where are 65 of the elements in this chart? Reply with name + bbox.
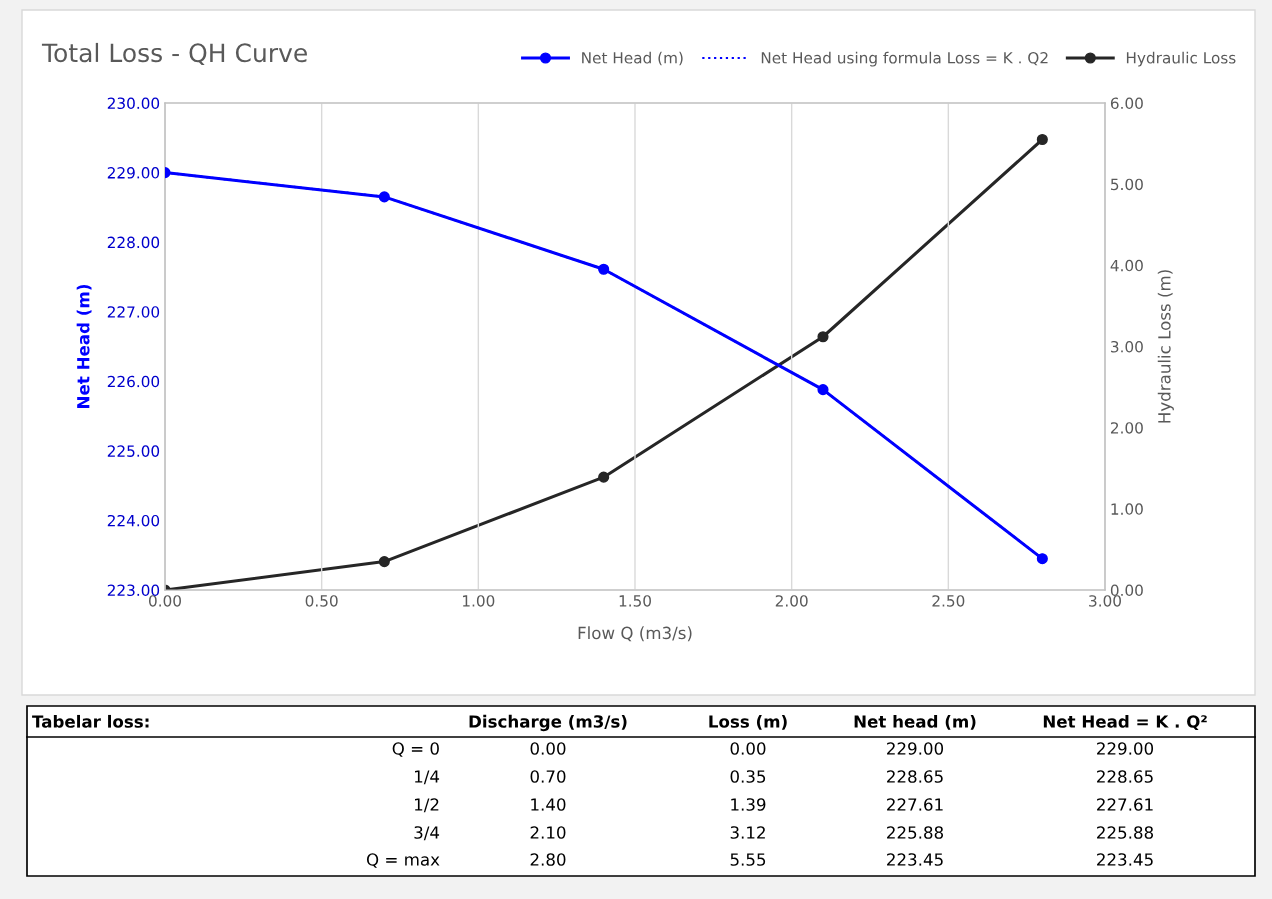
y2-tick-label: 4.00 — [1110, 259, 1143, 272]
y-tick-label: 226.00 — [107, 375, 160, 388]
y-tick-label: 225.00 — [107, 445, 160, 457]
text: Discharge (m3/s) — [469, 714, 627, 732]
y-axis-title: Net Head (m) — [76, 285, 92, 408]
text: 1.40 — [531, 798, 566, 811]
y2-tick-label: 5.00 — [1111, 178, 1143, 191]
text: 225.88 — [887, 826, 944, 839]
text: 2.80 — [530, 853, 566, 866]
y-tick-label: 228.00 — [107, 236, 160, 249]
text: 1/2 — [415, 798, 439, 813]
text: 223.45 — [1097, 853, 1153, 866]
text: Net Head = K . Q² — [1043, 714, 1207, 731]
text: 0.00 — [730, 742, 766, 755]
y2-tick-label: 3.00 — [1111, 340, 1143, 353]
legend-label: Hydraulic Loss — [1126, 51, 1236, 67]
text: Q = 0 — [392, 742, 439, 757]
x-axis-title: Flow Q (m3/s) — [578, 626, 692, 642]
text: 0.70 — [530, 770, 566, 783]
y-tick-label: 224.00 — [107, 514, 160, 527]
text: 228.65 — [887, 770, 943, 783]
x-tick-label: 3.00 — [1089, 595, 1121, 607]
y-tick-label: 227.00 — [107, 306, 160, 318]
text: 229.00 — [887, 742, 944, 755]
text: Tabelar loss: — [32, 714, 149, 728]
point — [817, 384, 829, 396]
text: 3/4 — [414, 826, 440, 841]
y2-tick-label: 6.00 — [1110, 97, 1143, 110]
y2-tick-label: 1.00 — [1111, 503, 1143, 515]
legend-label: Net Head (m) — [582, 51, 683, 66]
y2-axis-title: Hydraulic Loss (m) — [1157, 270, 1174, 423]
y-tick-label: 229.00 — [107, 167, 160, 179]
text: 227.61 — [1097, 798, 1153, 811]
text: 5.55 — [730, 853, 766, 866]
point — [1036, 133, 1048, 146]
text: Net head (m) — [854, 714, 976, 730]
x-tick-label: 0.00 — [149, 595, 181, 607]
y-tick-label: 223.00 — [107, 584, 160, 597]
text: 0.00 — [530, 742, 566, 755]
text: 227.61 — [887, 798, 943, 811]
text: 229.00 — [1097, 742, 1154, 755]
text: 2.10 — [530, 826, 566, 839]
x-tick-label: 0.50 — [305, 595, 338, 607]
point — [1036, 553, 1048, 565]
y2-tick-label: 2.00 — [1110, 422, 1143, 434]
y-tick-label: 230.00 — [107, 97, 160, 110]
chart-title: Total Loss - QH Curve — [41, 42, 307, 66]
text: 223.45 — [887, 853, 943, 866]
point — [598, 471, 610, 483]
y2-tick-label: 0.00 — [1110, 584, 1143, 597]
x-tick-label: 2.50 — [932, 595, 965, 607]
legend-label: Net Head using formula Loss = K . Q2 — [761, 51, 1048, 67]
point — [817, 331, 829, 343]
text: 225.88 — [1097, 826, 1154, 839]
text: 3.12 — [730, 826, 765, 839]
text: Loss (m) — [709, 714, 787, 730]
text: Q = max — [366, 853, 440, 868]
text: 228.65 — [1097, 770, 1153, 783]
x-tick-label: 1.50 — [619, 595, 651, 607]
x-tick-label: 1.00 — [463, 595, 495, 607]
text: 1.39 — [731, 798, 766, 811]
text: 0.35 — [730, 770, 766, 783]
x-tick-label: 2.00 — [775, 595, 808, 607]
point — [378, 556, 390, 568]
text: 1/4 — [415, 770, 440, 785]
